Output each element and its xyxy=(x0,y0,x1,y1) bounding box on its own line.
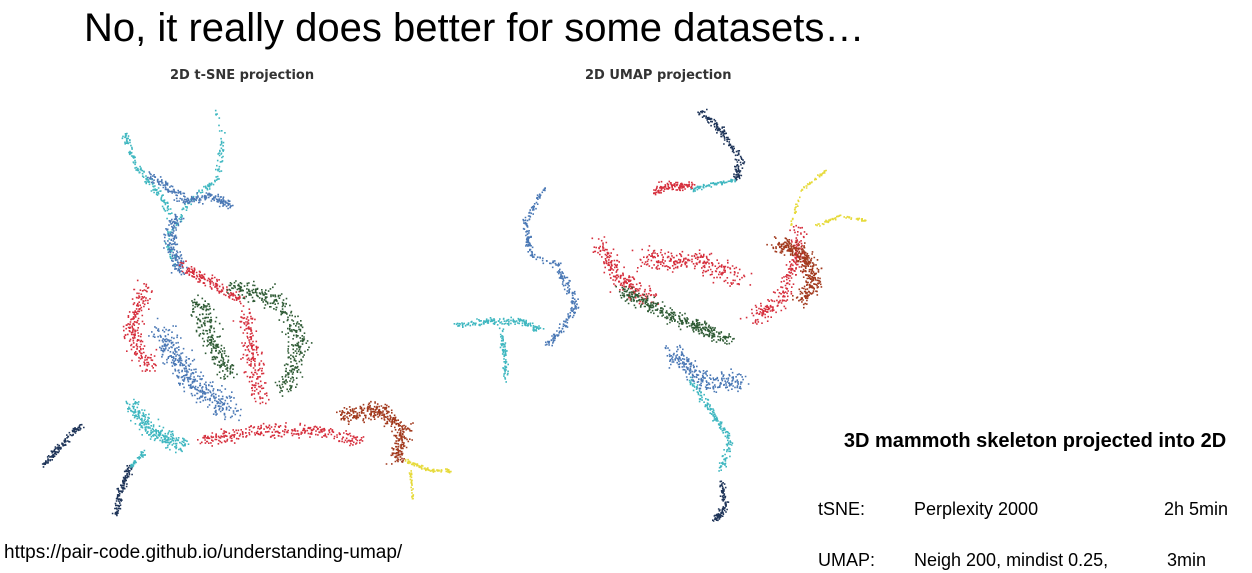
umap-cyan-leg xyxy=(498,327,509,383)
tsne-cyan-ankle xyxy=(130,449,146,469)
tsne-timing-params: Perplexity 2000 xyxy=(914,499,1039,519)
tsne-red-ribs-left xyxy=(122,279,158,372)
tsne-navy-foot-left xyxy=(41,423,85,468)
umap-navy-foot-bottom xyxy=(712,480,730,522)
source-url-link[interactable]: https://pair-code.github.io/understandin… xyxy=(4,542,403,563)
tsne-blue-neck xyxy=(163,213,188,276)
umap-red-head xyxy=(739,224,808,325)
umap-brown-head xyxy=(766,236,823,309)
umap-yellow-tusk-2 xyxy=(815,214,867,227)
umap-red-ribs-2 xyxy=(631,245,753,287)
tsne-blue-body xyxy=(148,317,242,422)
tsne-navy-foot-right xyxy=(111,464,133,517)
tsne-blue-head xyxy=(147,171,234,210)
umap-yellow-tusk xyxy=(790,169,827,226)
umap-cyan-ankle-top xyxy=(690,178,736,193)
tsne-red-body xyxy=(232,305,270,405)
umap-plot-title: 2D UMAP projection xyxy=(585,68,732,83)
umap-blue-pelvis xyxy=(664,344,750,393)
tsne-plot-title: 2D t-SNE projection xyxy=(170,68,315,83)
tsne-yellow-tusk-2 xyxy=(408,470,415,500)
umap-timing-time: 3min xyxy=(1167,550,1207,570)
umap-timing-label: UMAP: xyxy=(818,550,876,570)
umap-red-ribs xyxy=(591,236,660,305)
tsne-brown-tail xyxy=(336,400,414,465)
umap-navy-foot-top xyxy=(697,108,746,182)
umap-blue-arm xyxy=(522,187,562,269)
tsne-green-inner xyxy=(190,294,238,380)
tsne-timing-time: 2h 5min xyxy=(1164,499,1229,519)
tsne-cyan-arm-2 xyxy=(164,109,226,267)
caption-heading: 3D mammoth skeleton projected into 2D xyxy=(843,430,1227,452)
tsne-cyan-arm xyxy=(121,132,173,220)
umap-green-spine xyxy=(615,285,735,345)
tsne-red-tail xyxy=(197,422,365,447)
tsne-timing-label: tSNE: xyxy=(818,499,866,519)
umap-cyan-leg-lower xyxy=(688,376,734,472)
tsne-yellow-tusk xyxy=(404,458,452,474)
slide-title: No, it really does better for some datas… xyxy=(84,6,865,50)
umap-red-hoof-top xyxy=(653,180,696,196)
umap-timing-params: Neigh 200, mindist 0.25, xyxy=(914,550,1109,570)
umap-cyan-foot xyxy=(453,316,545,332)
umap-blue-loop xyxy=(544,268,580,347)
